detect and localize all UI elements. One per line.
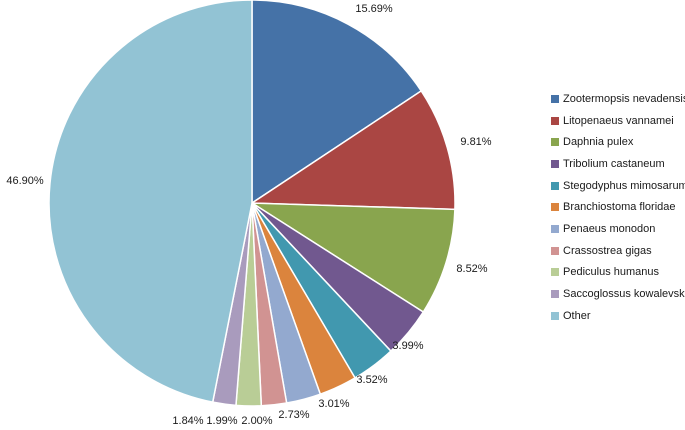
data-label-stegodyphus-mimosarum: 3.52% xyxy=(356,374,387,386)
legend-label: Other xyxy=(563,309,591,322)
legend-label: Litopenaeus vannamei xyxy=(563,114,674,127)
legend-swatch xyxy=(551,94,559,103)
legend: Zootermopsis nevadensis Litopenaeus vanna… xyxy=(551,88,685,327)
legend-swatch xyxy=(551,181,559,190)
legend-item: Crassostrea gigas xyxy=(551,240,685,262)
data-label-pediculus-humanus: 1.99% xyxy=(206,415,237,427)
legend-label: Pediculus humanus xyxy=(563,266,660,279)
legend-item: Stegodyphus mimosarum xyxy=(551,175,685,197)
legend-swatch xyxy=(551,116,559,125)
pie-slice-zootermopsis-nevadensis xyxy=(251,0,423,205)
legend-label: Zootermopsis nevadensis xyxy=(563,92,685,105)
data-label-other: 46.90% xyxy=(6,175,44,187)
legend-label: Daphnia pulex xyxy=(563,136,634,149)
legend-label: Penaeus monodon xyxy=(563,222,656,235)
data-label-zootermopsis-nevadensis: 15.69% xyxy=(355,3,393,15)
pie-slice-daphnia-pulex xyxy=(249,202,456,314)
legend-item: Pediculus humanus xyxy=(551,262,685,284)
pie-slice-other xyxy=(48,0,253,404)
legend-label: Tribolium castaneum xyxy=(563,157,665,170)
legend-swatch xyxy=(551,224,559,233)
legend-label: Stegodyphus mimosarum xyxy=(563,179,685,192)
legend-swatch xyxy=(551,290,559,299)
legend-swatch xyxy=(551,311,559,320)
pie-slice-litopenaeus-vannamei xyxy=(249,89,456,211)
data-label-crassostrea-gigas: 2.00% xyxy=(241,415,272,427)
legend-label: Crassostrea gigas xyxy=(563,244,652,257)
legend-swatch xyxy=(551,203,559,212)
legend-item: Other xyxy=(551,305,685,327)
legend-swatch xyxy=(551,268,559,277)
data-label-litopenaeus-vannamei: 9.81% xyxy=(460,136,491,148)
data-label-penaeus-monodon: 2.73% xyxy=(278,409,309,421)
data-label-branchiostoma-floridae: 3.01% xyxy=(318,398,349,410)
data-label-saccoglossus-kowalevskii: 1.84% xyxy=(172,415,203,427)
legend-item: Zootermopsis nevadensis xyxy=(551,88,685,110)
legend-item: Penaeus monodon xyxy=(551,218,685,240)
legend-item: Daphnia pulex xyxy=(551,131,685,153)
data-label-tribolium-castaneum: 3.99% xyxy=(392,340,423,352)
legend-item: Saccoglossus kowalevskii xyxy=(551,283,685,305)
legend-swatch xyxy=(551,159,559,168)
legend-item: Tribolium castaneum xyxy=(551,153,685,175)
pie-data-labels: 15.69% 9.81% 8.52% 3.99% 3.52% 3.01% 2.73% 2.00… xyxy=(6,3,491,427)
legend-label: Saccoglossus kowalevskii xyxy=(563,288,685,301)
legend-item: Litopenaeus vannamei xyxy=(551,110,685,132)
pie-slices xyxy=(48,0,456,407)
legend-item: Branchiostoma floridae xyxy=(551,196,685,218)
legend-swatch xyxy=(551,138,559,147)
legend-label: Branchiostoma floridae xyxy=(563,201,676,214)
legend-swatch xyxy=(551,246,559,255)
data-label-daphnia-pulex: 8.52% xyxy=(456,263,487,275)
